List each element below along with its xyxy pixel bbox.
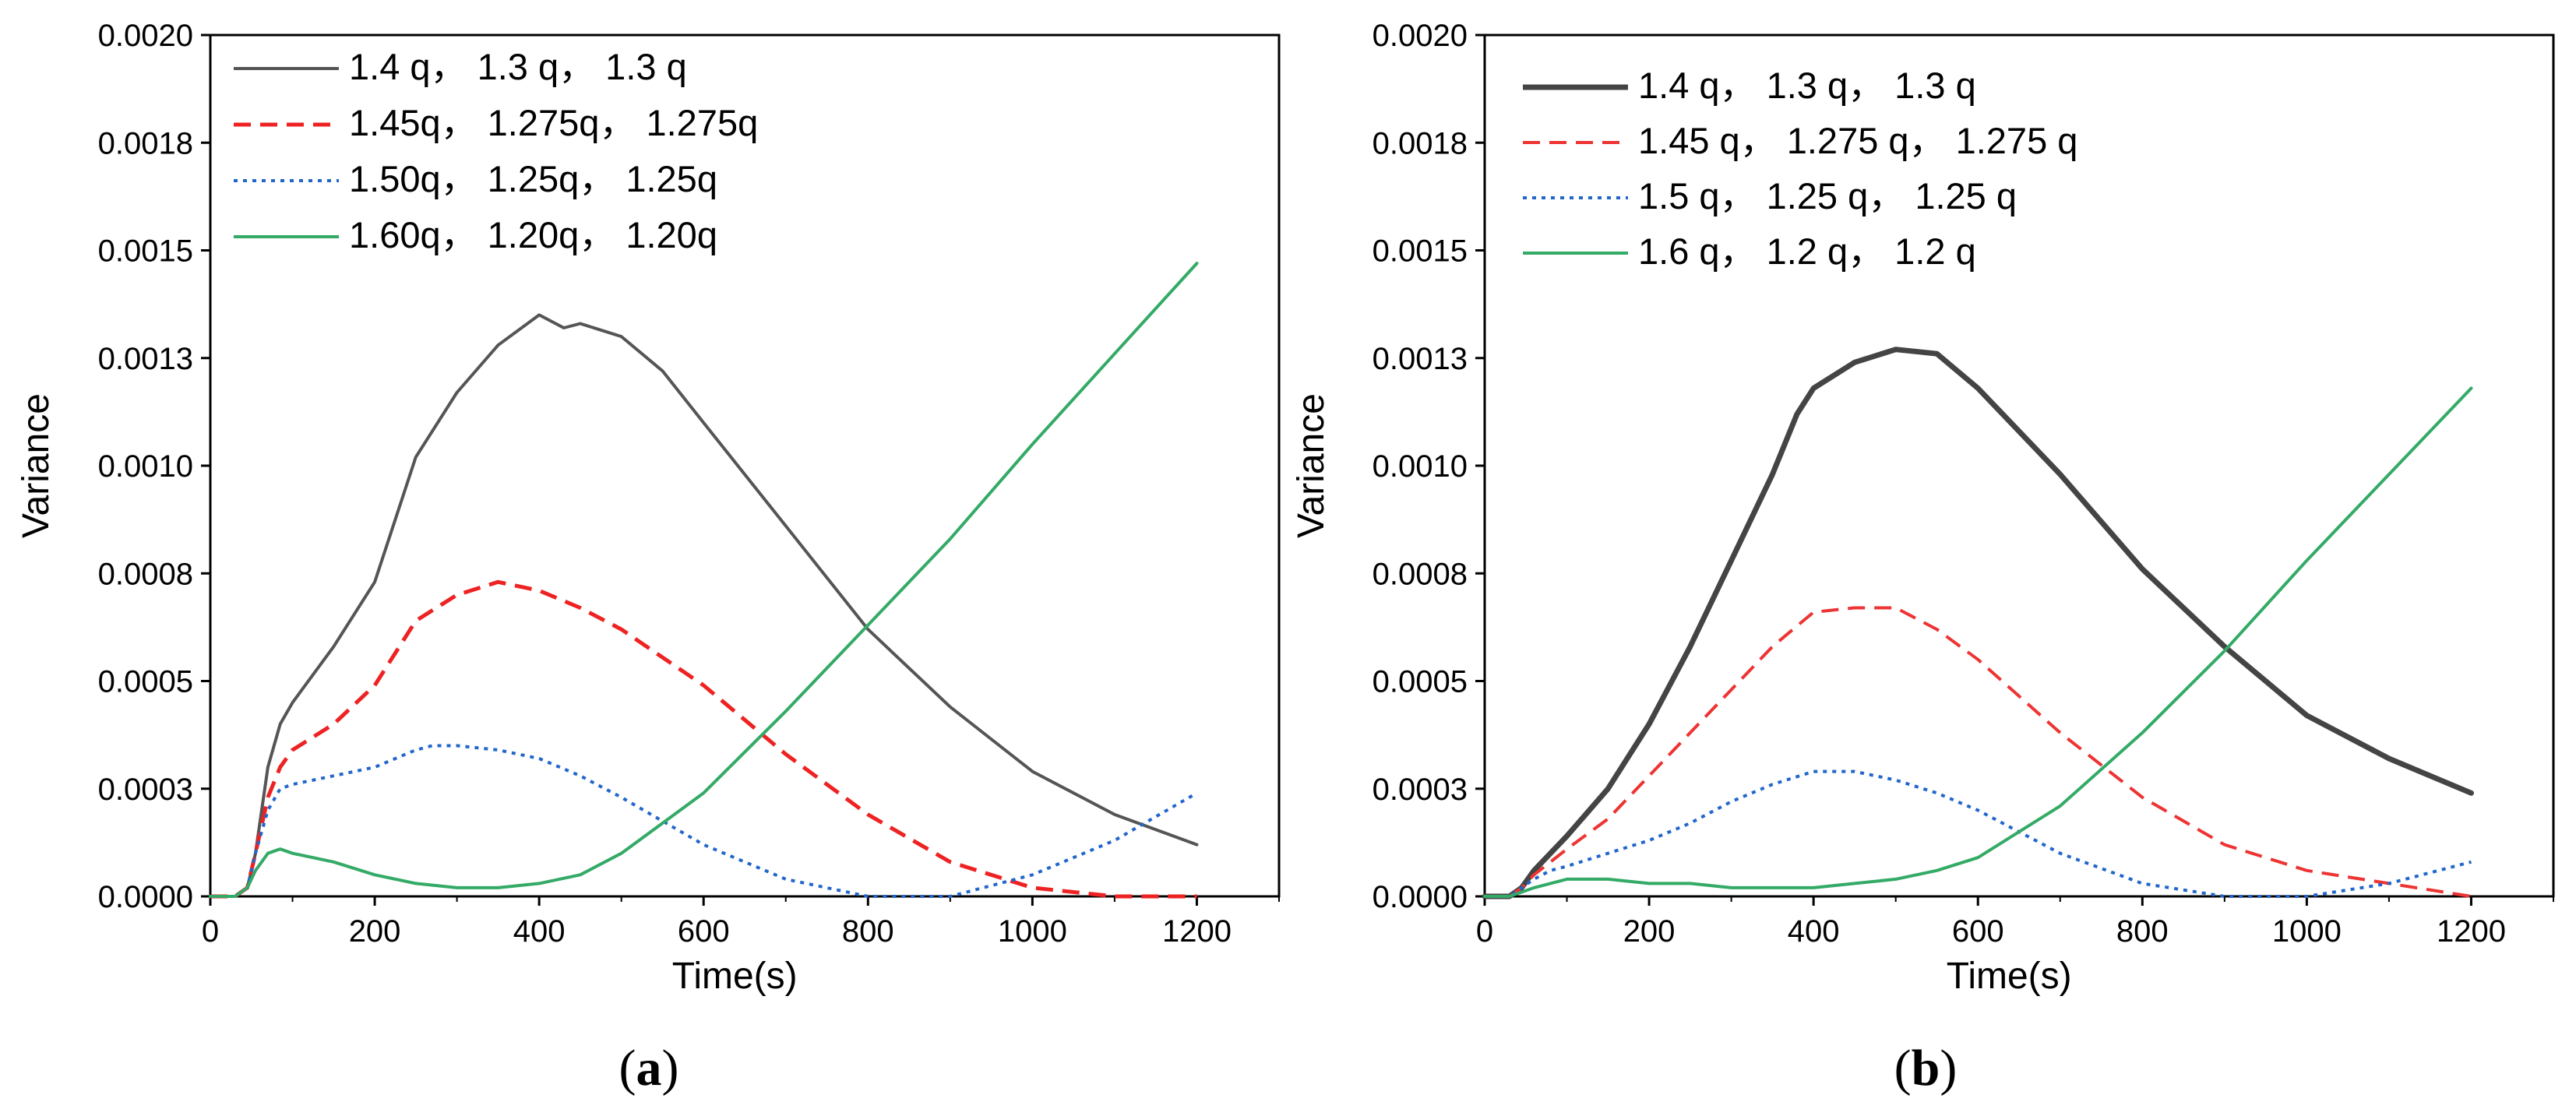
- legend-label-1: 1.4 q， 1.3 q， 1.3 q: [349, 46, 687, 87]
- y-tick-label: 0.0018: [98, 126, 193, 160]
- x-tick-label: 1000: [998, 914, 1067, 949]
- panel-caption: (b): [1894, 1040, 1958, 1097]
- y-tick-label: 0.0008: [98, 557, 193, 591]
- legend-label-2: 1.45 q， 1.275 q， 1.275 q: [1638, 120, 2077, 161]
- y-tick-label: 0.0000: [98, 880, 193, 914]
- series-line-1: [1482, 347, 2474, 899]
- panel-caption: (a): [619, 1040, 679, 1097]
- y-tick-label: 0.0015: [98, 234, 193, 269]
- x-tick-label: 1200: [1162, 914, 1232, 949]
- y-tick-label: 0.0010: [98, 449, 193, 484]
- x-tick-label: 600: [678, 914, 730, 949]
- series-line-4: [1483, 386, 2473, 898]
- y-axis-label: Variance: [16, 393, 57, 538]
- x-tick-label: 800: [842, 914, 894, 949]
- y-tick-label: 0.0003: [1373, 773, 1468, 807]
- x-tick-label: 800: [2116, 914, 2169, 949]
- x-tick-label: 400: [1788, 914, 1840, 949]
- y-tick-label: 0.0008: [1373, 557, 1468, 591]
- chart-panel-a: 0.0000 0.0003 0.0005 0.0008 0.0010 0.0013 0.00…: [16, 19, 1281, 1097]
- y-tick-label: 0.0020: [1373, 19, 1468, 53]
- legend-label-3: 1.5 q， 1.25 q， 1.25 q: [1638, 175, 2017, 217]
- legend-label-4: 1.6 q， 1.2 q， 1.2 q: [1638, 231, 1976, 272]
- x-tick-label: 200: [349, 914, 401, 949]
- y-tick-label: 0.0005: [98, 665, 193, 699]
- y-tick-label: 0.0013: [1373, 342, 1468, 376]
- series-line-3: [210, 744, 1198, 898]
- y-axis-label: Variance: [1291, 393, 1332, 538]
- series-line-1: [209, 313, 1199, 898]
- legend-label-3: 1.50q， 1.25q， 1.25q: [349, 158, 717, 199]
- x-tick-label: 600: [1952, 914, 2004, 949]
- chart-panel-b: 0.0000 0.0003 0.0005 0.0008 0.0010 0.0013 0.00…: [1291, 19, 2555, 1097]
- series-line-4: [209, 262, 1199, 898]
- legend-label-2: 1.45q， 1.275q， 1.275q: [349, 102, 758, 143]
- plot-frame: [1483, 33, 2555, 898]
- y-tick-label: 0.0010: [1373, 449, 1468, 484]
- y-tick-label: 0.0018: [1373, 126, 1468, 160]
- x-tick-label: 1000: [2272, 914, 2342, 949]
- y-tick-label: 0.0013: [98, 342, 193, 376]
- series-line-2: [210, 579, 1197, 899]
- legend-label-4: 1.60q， 1.20q， 1.20q: [349, 214, 717, 255]
- x-tick-label: 200: [1623, 914, 1676, 949]
- x-axis-label: Time(s): [1947, 956, 2072, 997]
- x-tick-label: 1200: [2437, 914, 2506, 949]
- x-axis-label: Time(s): [672, 956, 798, 997]
- x-tick-label: 0: [1476, 914, 1493, 949]
- x-tick-label: 400: [513, 914, 566, 949]
- y-tick-label: 0.0015: [1373, 234, 1468, 269]
- legend-label-1: 1.4 q， 1.3 q， 1.3 q: [1638, 65, 1976, 106]
- x-tick-label: 0: [202, 914, 219, 949]
- series-line-2: [1485, 606, 2472, 898]
- y-tick-label: 0.0000: [1373, 880, 1468, 914]
- y-tick-label: 0.0020: [98, 19, 193, 53]
- y-tick-label: 0.0005: [1373, 665, 1468, 699]
- series-line-3: [1485, 769, 2472, 898]
- y-tick-label: 0.0003: [98, 773, 193, 807]
